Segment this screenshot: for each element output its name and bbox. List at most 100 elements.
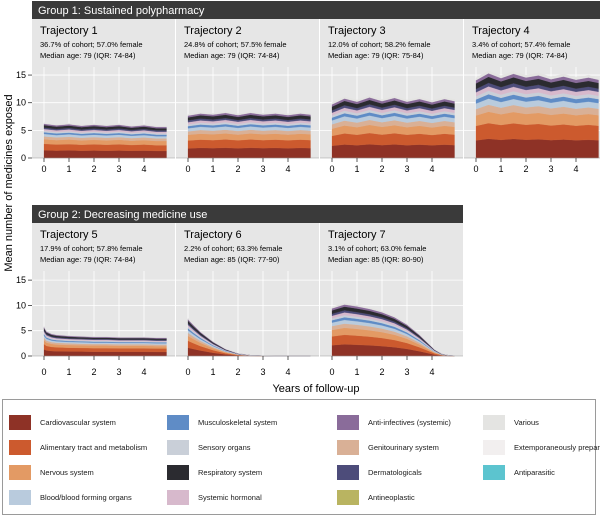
legend-label: Anti-infectives (systemic) [368, 418, 451, 427]
area-various [43, 122, 167, 128]
x-tick-label: 0 [185, 164, 190, 174]
x-tick-label: 3 [260, 367, 265, 377]
x-tick-label: 3 [260, 164, 265, 174]
area-various [187, 111, 311, 116]
x-tick-label: 0 [329, 164, 334, 174]
y-tick-label: 0 [21, 153, 26, 163]
legend-swatch [337, 465, 359, 480]
x-tick-label: 0 [329, 367, 334, 377]
x-tick-label: 1 [354, 164, 359, 174]
x-tick-label: 1 [210, 164, 215, 174]
x-tick-label: 4 [573, 164, 578, 174]
figure: Mean number of medicines exposed Years o… [3, 1, 600, 395]
trajectory-subtitle: Median age: 79 (IQR: 74-84) [40, 255, 136, 264]
group-title: Group 1: Sustained polypharmacy [38, 5, 205, 17]
area-alimentary-tract-and-metabolism [331, 132, 455, 146]
y-tick-label: 15 [16, 70, 26, 80]
trajectory-subtitle: Median age: 79 (IQR: 74-84) [472, 51, 568, 60]
legend-label: Extemporaneously prepared [514, 443, 600, 452]
y-tick-label: 15 [16, 275, 26, 285]
legend-swatch [483, 415, 505, 430]
legend-swatch [9, 415, 31, 430]
x-tick-label: 1 [66, 164, 71, 174]
x-axis-label: Years of follow-up [272, 383, 359, 395]
area-cardiovascular-system [43, 150, 167, 159]
legend-item: Sensory organs [167, 435, 337, 460]
legend-label: Genitourinary system [368, 443, 439, 452]
x-tick-label: 3 [404, 367, 409, 377]
area-various [43, 325, 167, 338]
area-alimentary-tract-and-metabolism [187, 139, 311, 149]
legend-item: Alimentary tract and metabolism [9, 435, 167, 460]
x-tick-label: 2 [91, 367, 96, 377]
legend-label: Respiratory system [198, 468, 263, 477]
area-nervous-system [187, 133, 311, 141]
x-tick-label: 2 [91, 164, 96, 174]
trajectory-title: Trajectory 4 [472, 25, 530, 37]
trajectory-title: Trajectory 6 [184, 229, 242, 241]
legend-label: Cardiovascular system [40, 418, 116, 427]
area-various [331, 95, 455, 105]
legend-swatch [9, 490, 31, 505]
y-tick-label: 10 [16, 98, 26, 108]
trajectory-subtitle: 12.0% of cohort; 58.2% female [328, 40, 431, 49]
trajectory-subtitle: 24.8% of cohort; 57.5% female [184, 40, 287, 49]
legend-swatch [483, 465, 505, 480]
trajectory-title: Trajectory 1 [40, 25, 98, 37]
trajectory-subtitle: 36.7% of cohort; 57.0% female [40, 40, 143, 49]
y-tick-label: 10 [16, 300, 26, 310]
y-axis-label: Mean number of medicines exposed [3, 94, 15, 271]
x-tick-label: 2 [379, 367, 384, 377]
trajectory-subtitle: Median age: 79 (IQR: 74-84) [184, 51, 280, 60]
x-tick-label: 3 [116, 367, 121, 377]
legend-label: Blood/blood forming organs [40, 493, 132, 502]
area-cardiovascular-system [187, 147, 311, 159]
area-cardiovascular-system [331, 144, 455, 159]
x-tick-label: 3 [548, 164, 553, 174]
x-tick-label: 0 [41, 367, 46, 377]
group-band [32, 205, 463, 223]
legend-label: Musculoskeletal system [198, 418, 278, 427]
x-tick-label: 4 [141, 164, 146, 174]
group-title: Group 2: Decreasing medicine use [38, 209, 207, 221]
x-tick-label: 0 [41, 164, 46, 174]
trajectory-panel: Trajectory 4 3.4% of cohort; 57.4% female… [464, 19, 600, 174]
x-tick-label: 1 [210, 367, 215, 377]
legend-item: Blood/blood forming organs [9, 485, 167, 510]
x-tick-label: 1 [66, 367, 71, 377]
area-alimentary-tract-and-metabolism [475, 122, 599, 141]
x-tick-label: 4 [429, 164, 434, 174]
legend-label: Antineoplastic [368, 493, 415, 502]
x-tick-label: 4 [285, 367, 290, 377]
legend-swatch [483, 440, 505, 455]
trajectory-subtitle: 3.1% of cohort; 63.0% female [328, 244, 426, 253]
legend-item: Respiratory system [167, 460, 337, 485]
legend: Cardiovascular system Alimentary tract an… [2, 399, 600, 515]
legend-swatch [167, 415, 189, 430]
legend-swatch [9, 440, 31, 455]
x-tick-label: 1 [354, 367, 359, 377]
legend-item: Cardiovascular system [9, 410, 167, 435]
x-tick-label: 2 [235, 367, 240, 377]
legend-item: Extemporaneously prepared [483, 435, 600, 460]
trajectory-subtitle: Median age: 85 (IQR: 77-90) [184, 255, 280, 264]
legend-item: Antineoplastic [337, 485, 483, 510]
trajectory-title: Trajectory 5 [40, 229, 98, 241]
y-tick-label: 5 [21, 125, 26, 135]
panel-background [32, 223, 175, 356]
trajectory-panel: Trajectory 5 17.9% of cohort; 57.8% femal… [16, 223, 175, 377]
area-cardiovascular-system [475, 138, 599, 159]
legend-item: Systemic hormonal [167, 485, 337, 510]
x-tick-label: 0 [185, 367, 190, 377]
trajectory-subtitle: 17.9% of cohort; 57.8% female [40, 244, 143, 253]
legend-label: Sensory organs [198, 443, 251, 452]
legend-label: Dermatologicals [368, 468, 422, 477]
legend-item: Genitourinary system [337, 435, 483, 460]
y-tick-label: 0 [21, 351, 26, 361]
x-tick-label: 2 [235, 164, 240, 174]
y-tick-label: 5 [21, 326, 26, 336]
x-tick-label: 0 [473, 164, 478, 174]
x-tick-label: 3 [116, 164, 121, 174]
legend-swatch [167, 440, 189, 455]
x-tick-label: 4 [141, 367, 146, 377]
